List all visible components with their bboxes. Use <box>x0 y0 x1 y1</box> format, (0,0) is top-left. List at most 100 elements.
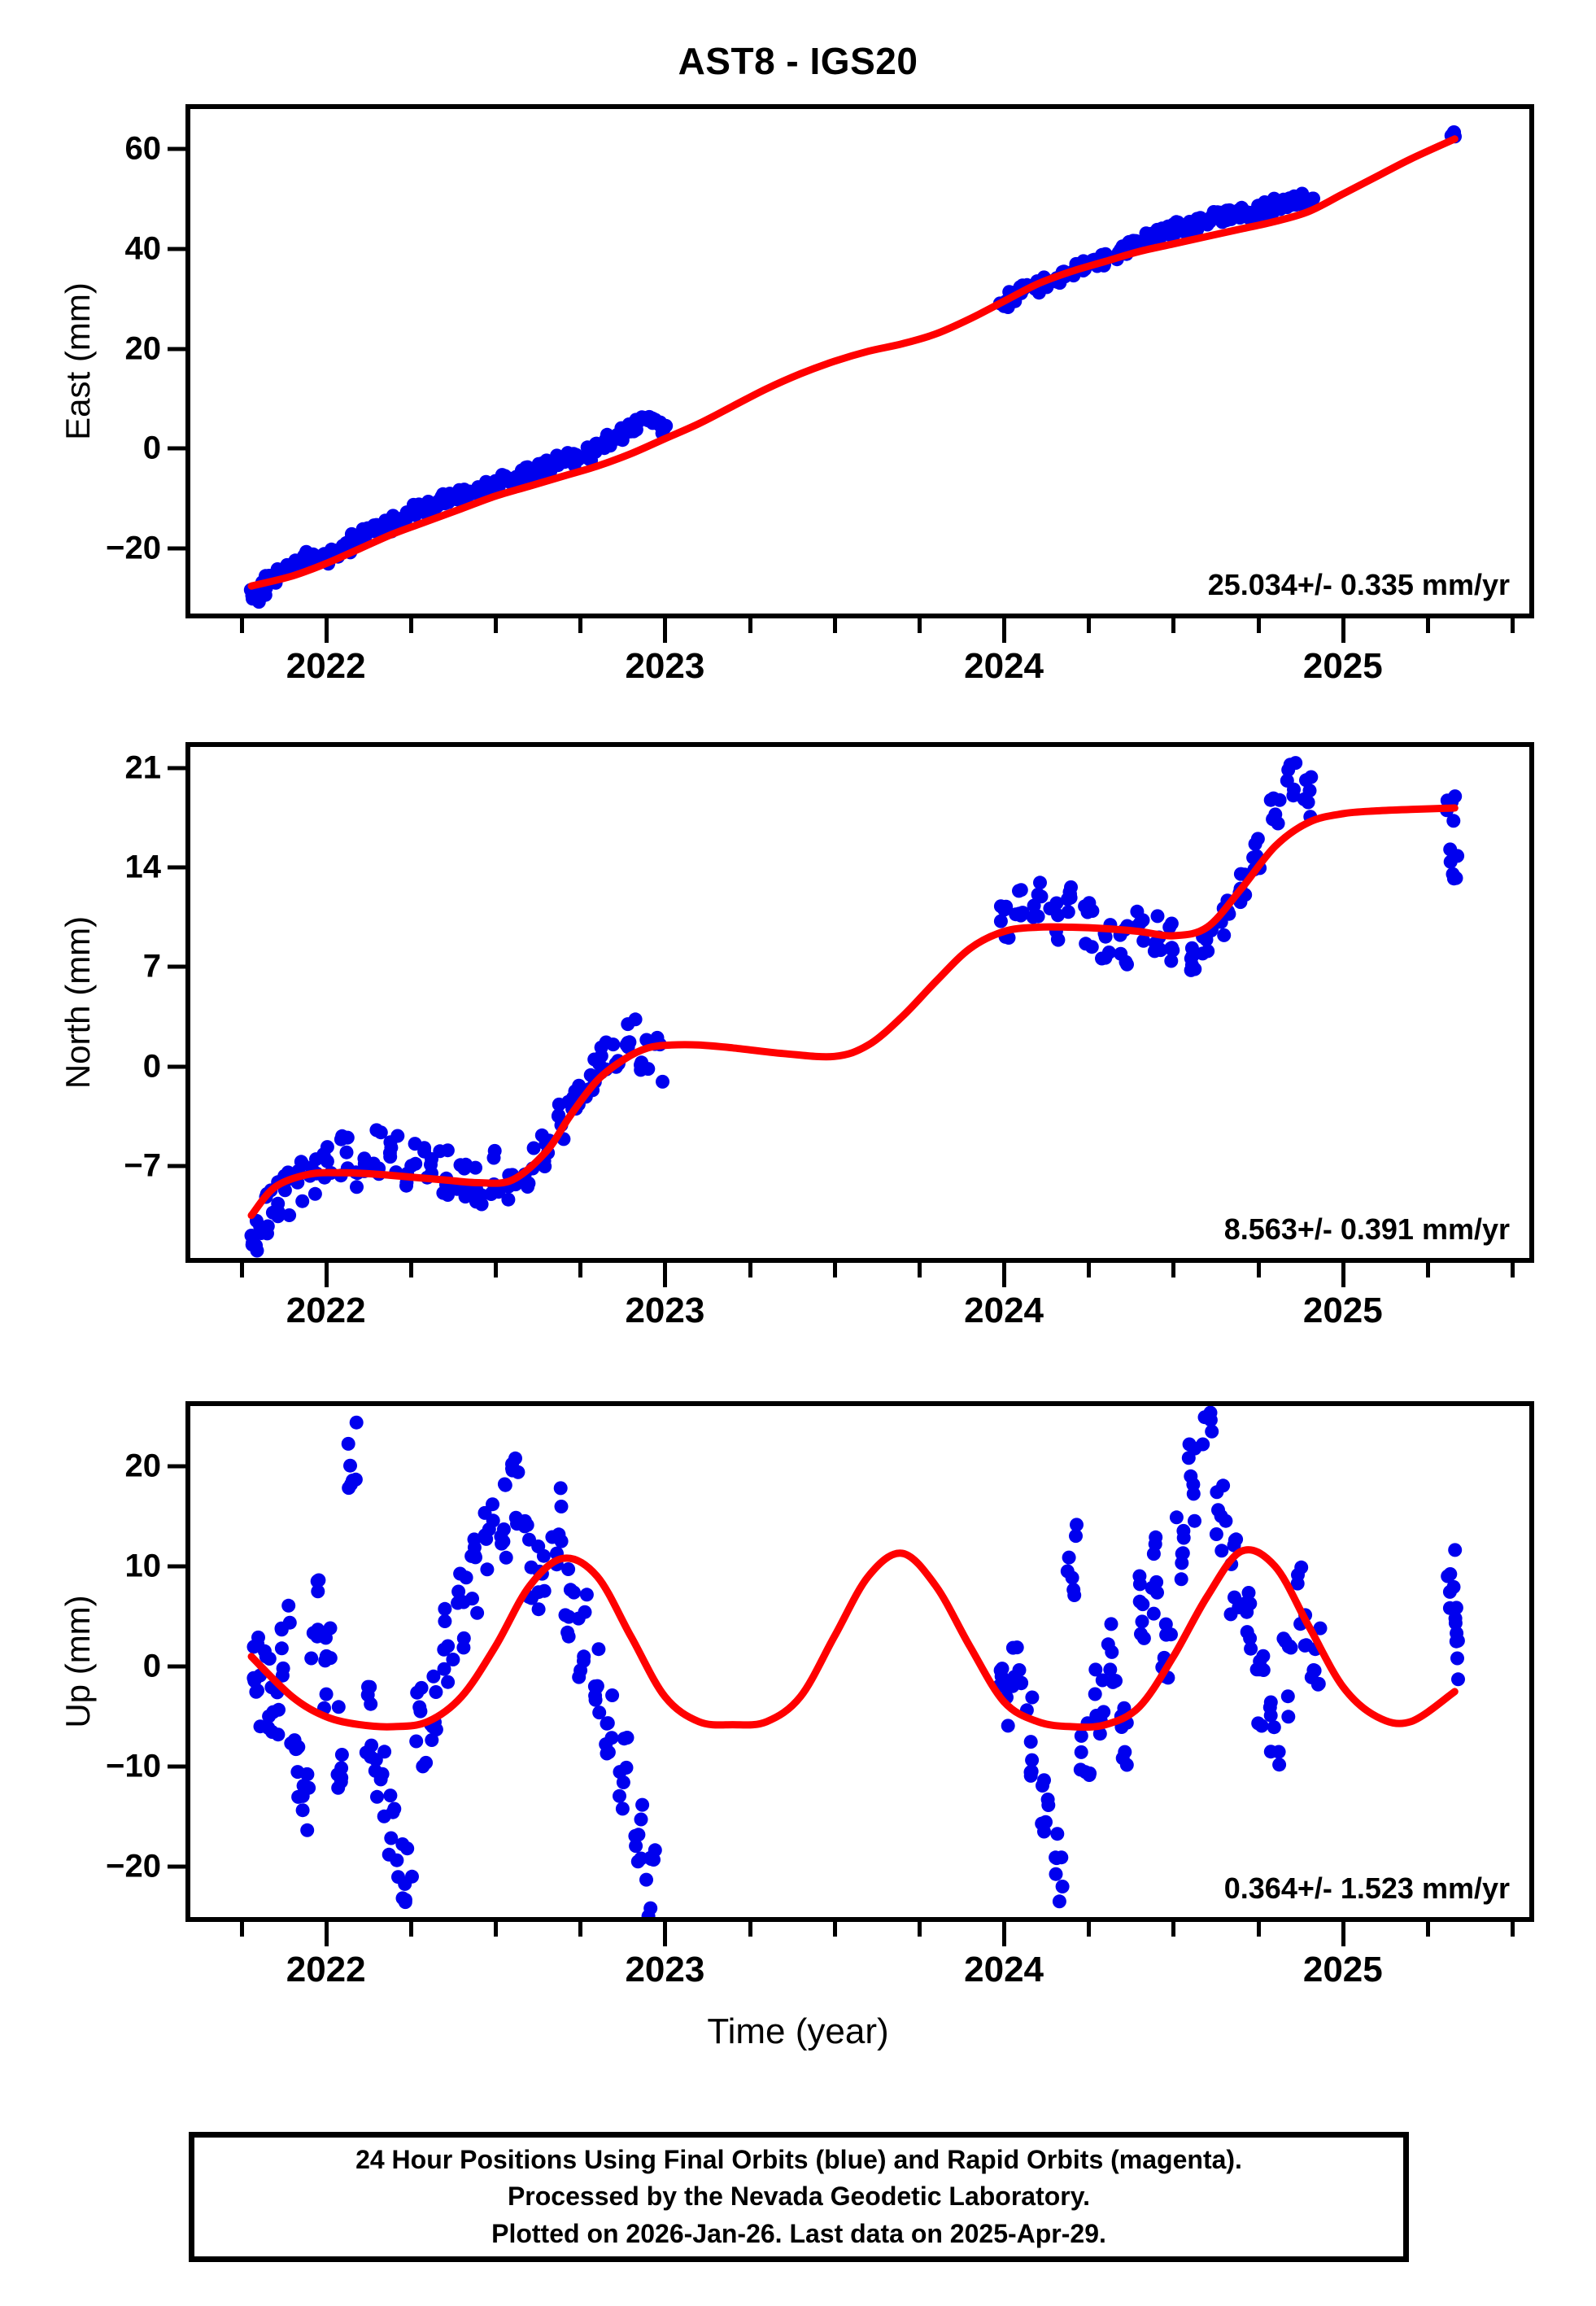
x-tick-up-2023.25 <box>748 1922 752 1937</box>
x-tick-label-east-1: 2023 <box>625 646 705 686</box>
x-tick-east-2024.75 <box>1256 618 1261 633</box>
x-tick-north-2025.50 <box>1511 1263 1515 1277</box>
x-tick-label-north-1: 2023 <box>625 1291 705 1330</box>
x-tick-up-2025.50 <box>1511 1922 1515 1937</box>
y-tick-label-north-0: 21 <box>124 749 162 786</box>
rate-label-up: 0.364+/- 1.523 mm/yr <box>1223 1871 1510 1905</box>
plot-area-up <box>246 1406 1465 1917</box>
y-tick-label-east-3: 0 <box>142 430 161 466</box>
x-tick-north-2024.25 <box>1087 1263 1092 1277</box>
x-tick-up-2024.00 <box>1002 1922 1007 1946</box>
x-tick-up-2024.75 <box>1256 1922 1261 1937</box>
x-tick-north-2022.50 <box>494 1263 499 1277</box>
y-tick-label-east-0: 60 <box>124 130 162 167</box>
plot-frame-north <box>185 742 1534 1263</box>
data-points-up <box>246 1406 1465 1917</box>
x-tick-east-2022.50 <box>494 618 499 633</box>
x-tick-up-2024.25 <box>1087 1922 1092 1937</box>
x-tick-north-2023.00 <box>663 1263 668 1287</box>
x-tick-label-up-0: 2022 <box>286 1950 366 1989</box>
x-tick-up-2023.75 <box>917 1922 922 1937</box>
x-tick-east-2022.75 <box>578 618 583 633</box>
x-axis-title: Time (year) <box>707 2011 889 2051</box>
model-curve-up <box>247 1546 1459 1732</box>
y-tick-label-east-2: 20 <box>124 330 162 367</box>
y-tick-mark-up-0 <box>168 1464 185 1469</box>
x-tick-east-2023.75 <box>917 618 922 633</box>
x-tick-north-2023.75 <box>917 1263 922 1277</box>
x-tick-east-2025.50 <box>1511 618 1515 633</box>
y-tick-label-up-2: 0 <box>142 1648 161 1684</box>
x-tick-label-up-2: 2024 <box>964 1950 1044 1989</box>
x-tick-label-north-0: 2022 <box>286 1291 366 1330</box>
y-tick-mark-up-1 <box>168 1564 185 1569</box>
x-tick-up-2023.50 <box>832 1922 837 1937</box>
x-tick-up-2021.75 <box>239 1922 244 1937</box>
x-tick-north-2021.75 <box>239 1263 244 1277</box>
x-tick-east-2023.50 <box>832 618 837 633</box>
x-tick-label-east-3: 2025 <box>1302 646 1383 686</box>
plot-area-east <box>243 125 1462 609</box>
y-tick-mark-up-2 <box>168 1664 185 1669</box>
y-tick-mark-east-3 <box>168 446 185 451</box>
y-tick-label-up-0: 20 <box>124 1448 162 1484</box>
x-tick-label-east-2: 2024 <box>964 646 1044 686</box>
y-tick-label-north-1: 14 <box>124 849 162 885</box>
x-tick-north-2024.50 <box>1171 1263 1176 1277</box>
x-tick-north-2024.75 <box>1256 1263 1261 1277</box>
y-tick-label-east-4: −20 <box>106 530 161 566</box>
x-tick-east-2025.00 <box>1341 618 1345 643</box>
x-tick-north-2024.00 <box>1002 1263 1007 1287</box>
x-tick-north-2022.00 <box>324 1263 329 1287</box>
y-tick-label-up-4: −20 <box>106 1848 161 1885</box>
x-tick-east-2024.50 <box>1171 618 1176 633</box>
rate-label-north: 8.563+/- 0.391 mm/yr <box>1223 1212 1510 1246</box>
x-tick-up-2022.25 <box>408 1922 413 1937</box>
x-tick-label-north-3: 2025 <box>1302 1291 1383 1330</box>
page-title: AST8 - IGS20 <box>678 40 918 82</box>
y-tick-label-east-1: 40 <box>124 230 162 267</box>
model-curve-north <box>247 804 1459 1220</box>
x-tick-east-2022.25 <box>408 618 413 633</box>
y-tick-mark-east-4 <box>168 546 185 551</box>
y-tick-mark-up-4 <box>168 1864 185 1869</box>
footer-line-2: Processed by the Nevada Geodetic Laborat… <box>507 2182 1091 2212</box>
y-tick-mark-up-3 <box>168 1764 185 1769</box>
y-tick-label-north-2: 7 <box>142 948 161 985</box>
y-tick-mark-north-2 <box>168 964 185 969</box>
x-tick-up-2025.25 <box>1425 1922 1430 1937</box>
x-tick-east-2025.25 <box>1425 618 1430 633</box>
x-tick-north-2025.25 <box>1425 1263 1430 1277</box>
footer-caption-box: 24 Hour Positions Using Final Orbits (bl… <box>189 2132 1409 2262</box>
x-tick-up-2022.00 <box>324 1922 329 1946</box>
x-tick-label-east-0: 2022 <box>286 646 366 686</box>
y-tick-mark-east-0 <box>168 146 185 151</box>
y-tick-mark-east-2 <box>168 347 185 352</box>
footer-line-1: 24 Hour Positions Using Final Orbits (bl… <box>355 2144 1242 2174</box>
data-points-east <box>243 125 1462 609</box>
x-tick-east-2023.25 <box>748 618 752 633</box>
plot-frame-up <box>185 1401 1534 1922</box>
x-tick-east-2023.00 <box>663 618 668 643</box>
plot-area-north <box>244 756 1465 1258</box>
y-tick-mark-east-1 <box>168 247 185 251</box>
x-tick-up-2023.00 <box>663 1922 668 1946</box>
x-tick-north-2023.50 <box>832 1263 837 1277</box>
x-tick-north-2023.25 <box>748 1263 752 1277</box>
x-tick-north-2025.00 <box>1341 1263 1345 1287</box>
x-tick-up-2022.75 <box>578 1922 583 1937</box>
y-tick-mark-north-3 <box>168 1064 185 1068</box>
model-curve-east <box>247 135 1459 590</box>
y-tick-mark-north-4 <box>168 1164 185 1168</box>
x-tick-label-up-3: 2025 <box>1302 1950 1383 1989</box>
x-tick-label-up-1: 2023 <box>625 1950 705 1989</box>
x-tick-east-2022.00 <box>324 618 329 643</box>
y-tick-mark-north-0 <box>168 766 185 771</box>
x-tick-up-2024.50 <box>1171 1922 1176 1937</box>
y-tick-label-up-1: 10 <box>124 1548 162 1584</box>
y-tick-label-north-3: 0 <box>142 1048 161 1084</box>
